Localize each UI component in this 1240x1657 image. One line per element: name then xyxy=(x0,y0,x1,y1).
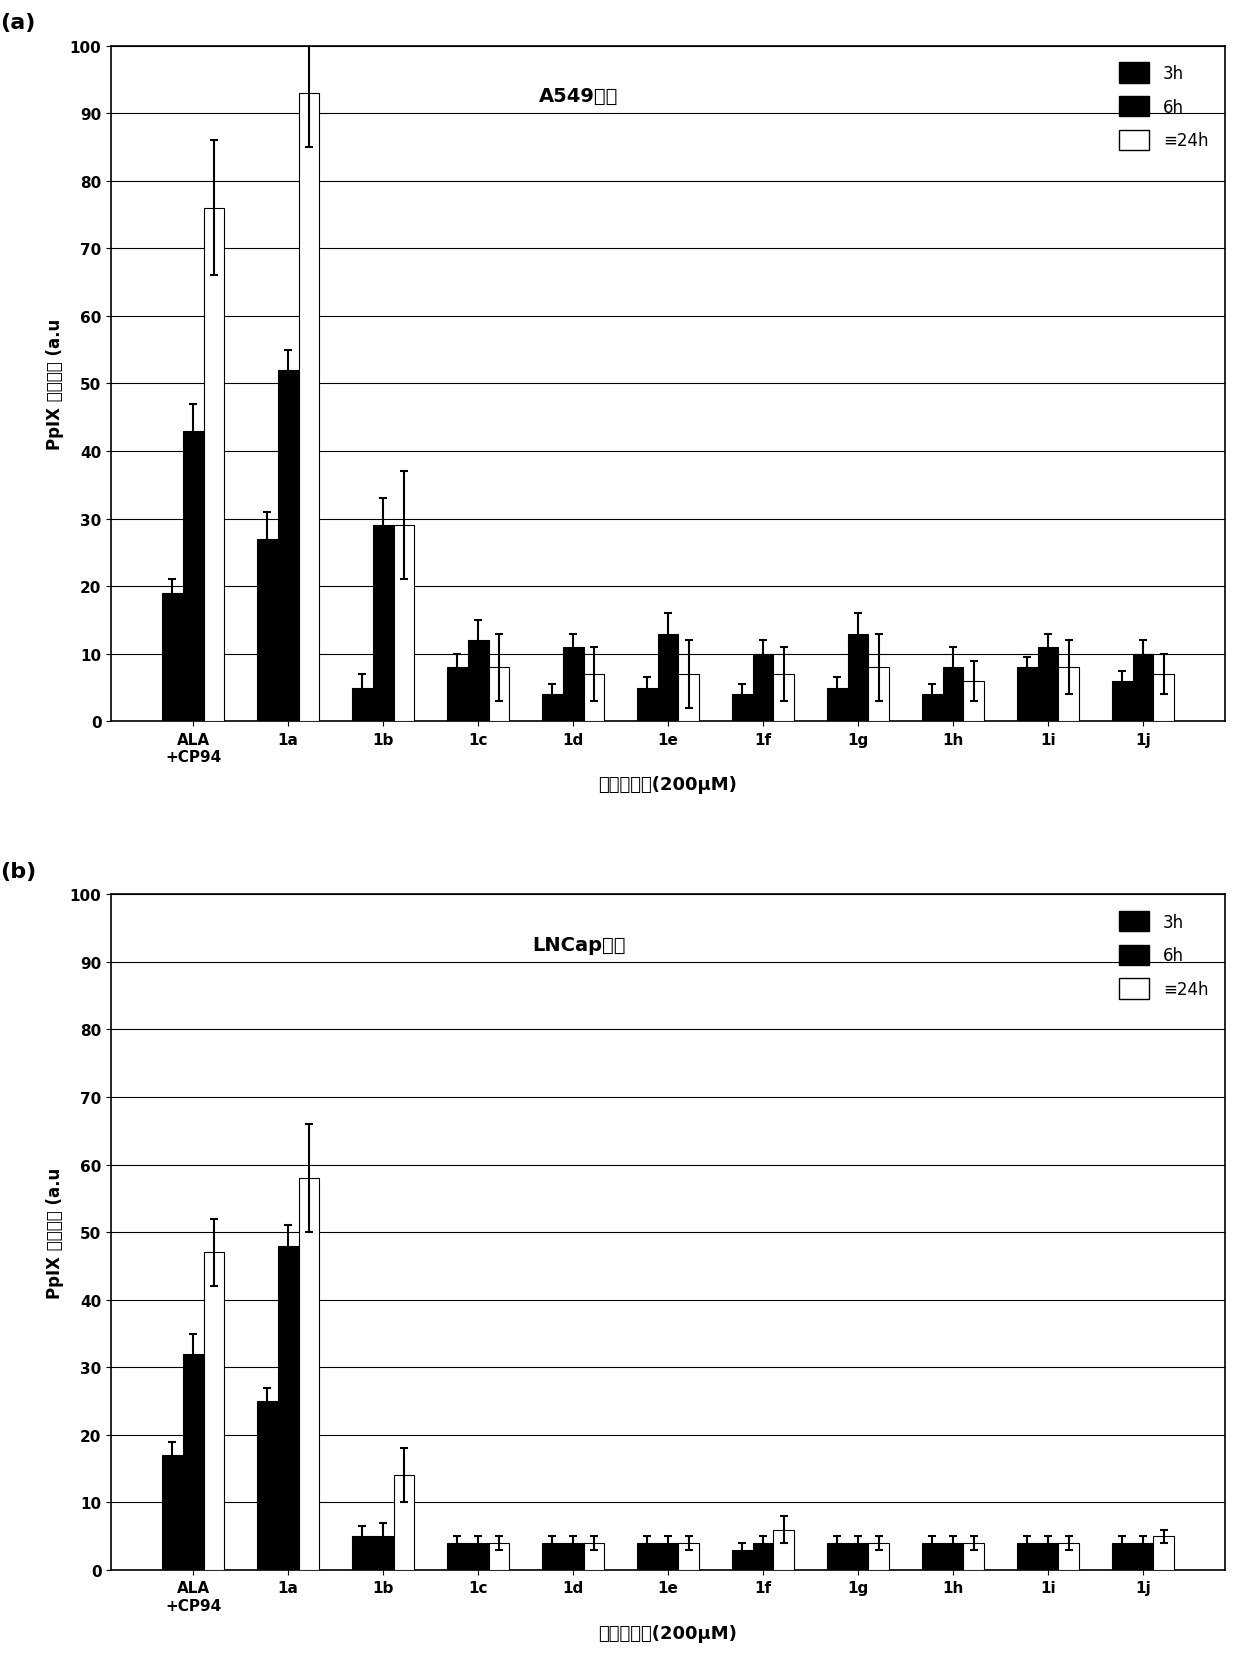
Bar xyxy=(1017,1543,1038,1571)
Bar xyxy=(352,1536,372,1571)
Bar xyxy=(942,668,963,722)
Bar xyxy=(1153,674,1174,722)
Bar xyxy=(393,525,414,722)
Bar xyxy=(299,1178,320,1571)
Y-axis label: PpIX 荧光强度 (a.u: PpIX 荧光强度 (a.u xyxy=(46,318,64,449)
Bar xyxy=(848,635,868,722)
Bar xyxy=(1038,1543,1059,1571)
Bar xyxy=(584,1543,604,1571)
Text: A549细胞: A549细胞 xyxy=(539,88,619,106)
Bar xyxy=(393,1476,414,1571)
Bar xyxy=(278,1246,299,1571)
Bar xyxy=(921,694,942,722)
Bar xyxy=(161,593,182,722)
Bar xyxy=(372,1536,393,1571)
Bar xyxy=(203,209,224,722)
Bar xyxy=(446,1543,467,1571)
Bar xyxy=(489,1543,510,1571)
X-axis label: 化合物浓度(200μM): 化合物浓度(200μM) xyxy=(599,775,738,794)
Bar xyxy=(1132,1543,1153,1571)
Bar xyxy=(732,1549,753,1571)
Text: (a): (a) xyxy=(0,13,35,33)
Bar xyxy=(657,1543,678,1571)
Bar xyxy=(1038,648,1059,722)
Bar xyxy=(774,674,795,722)
Bar xyxy=(678,674,699,722)
X-axis label: 化合物浓度(200μM): 化合物浓度(200μM) xyxy=(599,1624,738,1642)
Bar xyxy=(636,688,657,722)
Bar xyxy=(542,1543,563,1571)
Bar xyxy=(372,525,393,722)
Bar xyxy=(299,94,320,722)
Bar xyxy=(868,1543,889,1571)
Bar xyxy=(636,1543,657,1571)
Bar xyxy=(774,1529,795,1571)
Bar xyxy=(1059,1543,1079,1571)
Text: LNCap细胞: LNCap细胞 xyxy=(532,935,626,954)
Bar xyxy=(182,1354,203,1571)
Bar xyxy=(542,694,563,722)
Bar xyxy=(203,1253,224,1571)
Bar xyxy=(257,540,278,722)
Legend: 3h, 6h, ≡24h: 3h, 6h, ≡24h xyxy=(1111,903,1216,1007)
Bar xyxy=(278,371,299,722)
Text: (b): (b) xyxy=(0,862,36,882)
Bar xyxy=(563,1543,584,1571)
Bar xyxy=(848,1543,868,1571)
Bar xyxy=(182,431,203,722)
Bar xyxy=(827,1543,848,1571)
Bar xyxy=(753,1543,774,1571)
Bar xyxy=(489,668,510,722)
Bar xyxy=(1132,655,1153,722)
Bar xyxy=(963,681,985,722)
Bar xyxy=(1153,1536,1174,1571)
Legend: 3h, 6h, ≡24h: 3h, 6h, ≡24h xyxy=(1111,55,1216,159)
Bar xyxy=(827,688,848,722)
Bar xyxy=(868,668,889,722)
Bar xyxy=(563,648,584,722)
Bar xyxy=(1017,668,1038,722)
Bar xyxy=(257,1402,278,1571)
Bar xyxy=(657,635,678,722)
Bar xyxy=(753,655,774,722)
Bar xyxy=(678,1543,699,1571)
Bar xyxy=(1112,681,1132,722)
Bar xyxy=(352,688,372,722)
Bar xyxy=(1112,1543,1132,1571)
Bar xyxy=(732,694,753,722)
Bar xyxy=(467,1543,489,1571)
Bar xyxy=(467,641,489,722)
Bar xyxy=(921,1543,942,1571)
Bar xyxy=(161,1455,182,1571)
Bar xyxy=(942,1543,963,1571)
Bar xyxy=(1059,668,1079,722)
Bar xyxy=(963,1543,985,1571)
Bar xyxy=(584,674,604,722)
Y-axis label: PpIX 荧光强度 (a.u: PpIX 荧光强度 (a.u xyxy=(46,1167,64,1297)
Bar xyxy=(446,668,467,722)
